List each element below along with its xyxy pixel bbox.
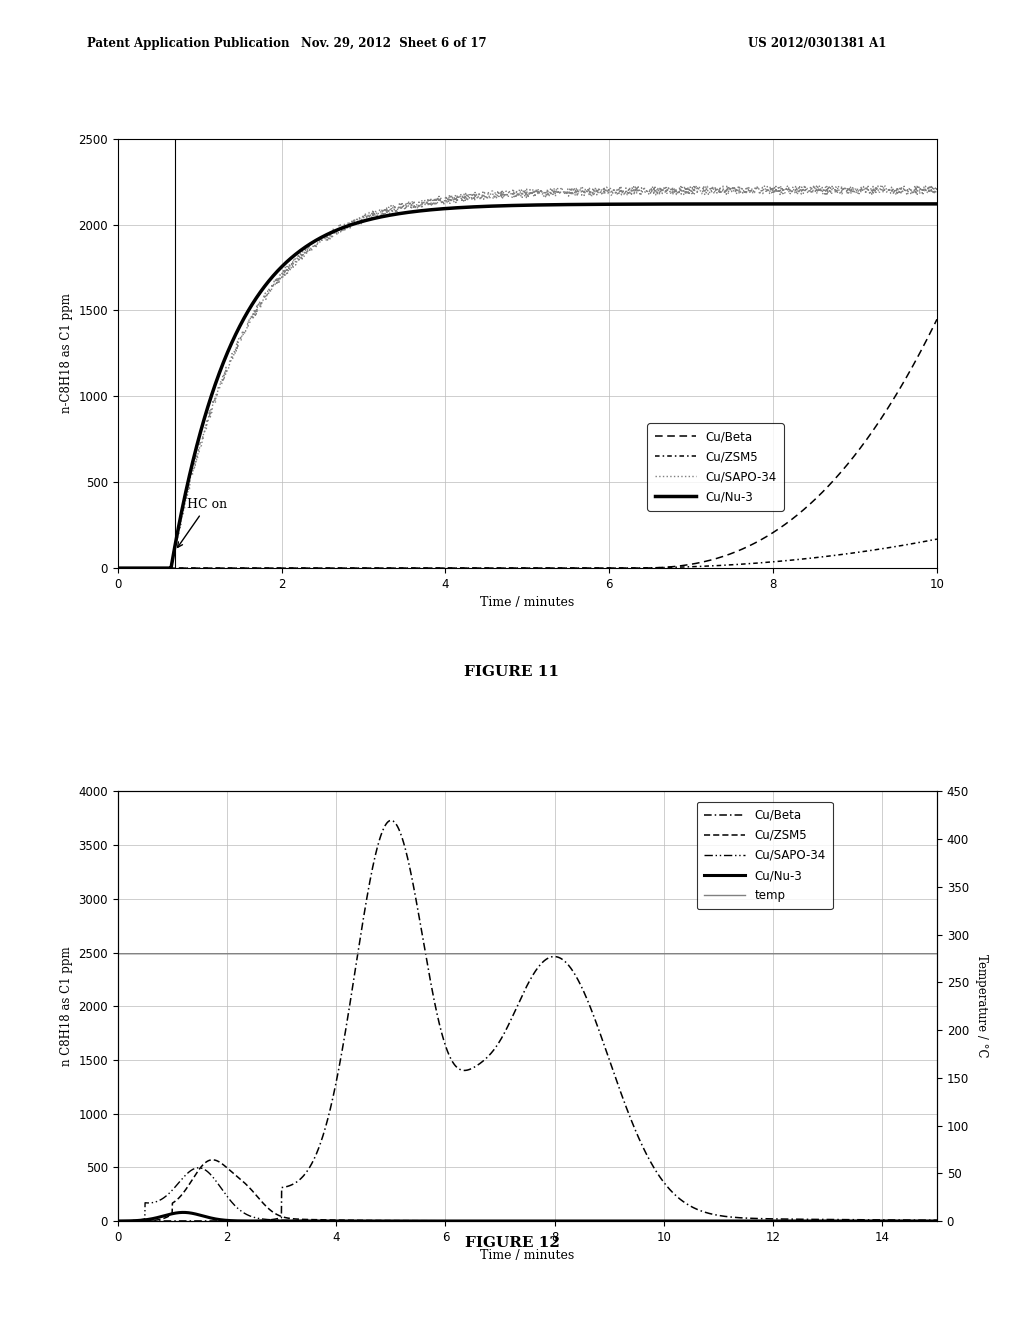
Cu/ZSM5: [462, 1213, 474, 1229]
Cu/Nu-3: [112, 560, 124, 576]
Cu/SAPO-34: [193, 1160, 205, 1176]
Cu/Beta: [112, 1213, 124, 1229]
Cu/SAPO-34: [112, 1213, 124, 1229]
Text: FIGURE 11: FIGURE 11: [465, 665, 559, 678]
Cu/Nu-3: [488, 198, 501, 214]
Cu/Nu-3: [931, 1213, 943, 1229]
Cu/Nu-3: [462, 1213, 474, 1229]
Cu/Beta: [112, 560, 124, 576]
temp: [426, 946, 438, 962]
Cu/SAPO-34: [907, 183, 920, 199]
Line: Cu/Beta: Cu/Beta: [118, 821, 937, 1221]
Cu/Nu-3: [205, 1210, 217, 1226]
Text: FIGURE 12: FIGURE 12: [465, 1237, 559, 1250]
Cu/SAPO-34: [915, 1213, 928, 1229]
Text: Patent Application Publication: Patent Application Publication: [87, 37, 290, 50]
Cu/Nu-3: [826, 1213, 839, 1229]
X-axis label: Time / minutes: Time / minutes: [480, 1249, 574, 1262]
Cu/SAPO-34: [205, 1168, 217, 1184]
Cu/Beta: [907, 358, 920, 374]
Cu/Beta: [254, 1213, 266, 1229]
temp: [931, 946, 943, 962]
Legend: Cu/Beta, Cu/ZSM5, Cu/SAPO-34, Cu/Nu-3, temp: Cu/Beta, Cu/ZSM5, Cu/SAPO-34, Cu/Nu-3, t…: [696, 801, 833, 909]
Cu/SAPO-34: [757, 186, 769, 202]
Line: Cu/Nu-3: Cu/Nu-3: [118, 203, 937, 568]
Cu/Nu-3: [112, 1213, 124, 1229]
temp: [461, 946, 473, 962]
Cu/Beta: [154, 560, 166, 576]
Cu/ZSM5: [154, 560, 166, 576]
Text: US 2012/0301381 A1: US 2012/0301381 A1: [748, 37, 886, 50]
Cu/ZSM5: [426, 1213, 438, 1229]
Cu/Beta: [757, 531, 769, 546]
temp: [254, 946, 266, 962]
Cu/Beta: [205, 1213, 217, 1229]
temp: [112, 946, 124, 962]
Cu/Beta: [931, 1212, 943, 1228]
Cu/SAPO-34: [112, 560, 124, 576]
Cu/Nu-3: [915, 1213, 928, 1229]
Cu/Beta: [462, 1063, 474, 1078]
Cu/Nu-3: [254, 1213, 266, 1229]
Cu/ZSM5: [826, 1213, 839, 1229]
Y-axis label: n-C8H18 as C1 ppm: n-C8H18 as C1 ppm: [59, 293, 73, 413]
Cu/Beta: [826, 1212, 839, 1228]
Legend: Cu/Beta, Cu/ZSM5, Cu/SAPO-34, Cu/Nu-3: Cu/Beta, Cu/ZSM5, Cu/SAPO-34, Cu/Nu-3: [647, 424, 783, 511]
Line: Cu/ZSM5: Cu/ZSM5: [118, 539, 937, 568]
Cu/SAPO-34: [154, 560, 166, 576]
Cu/ZSM5: [510, 560, 522, 576]
Line: Cu/ZSM5: Cu/ZSM5: [118, 1160, 937, 1221]
Cu/ZSM5: [907, 536, 920, 552]
Cu/Nu-3: [907, 195, 920, 211]
Cu/Beta: [385, 813, 397, 829]
Cu/Beta: [488, 560, 501, 576]
Cu/SAPO-34: [254, 1210, 266, 1226]
Y-axis label: n C8H18 as C1 ppm: n C8H18 as C1 ppm: [59, 946, 73, 1067]
Cu/SAPO-34: [510, 189, 522, 205]
Cu/Beta: [906, 358, 919, 374]
Cu/ZSM5: [906, 536, 919, 552]
Cu/SAPO-34: [426, 1213, 438, 1229]
Cu/SAPO-34: [931, 182, 943, 198]
Cu/SAPO-34: [488, 186, 501, 202]
temp: [826, 946, 839, 962]
Text: Nov. 29, 2012  Sheet 6 of 17: Nov. 29, 2012 Sheet 6 of 17: [301, 37, 487, 50]
Text: HC on: HC on: [177, 498, 227, 548]
Cu/SAPO-34: [826, 1213, 839, 1229]
X-axis label: Time / minutes: Time / minutes: [480, 597, 574, 610]
Cu/Nu-3: [510, 198, 522, 214]
Cu/SAPO-34: [931, 1213, 943, 1229]
Cu/SAPO-34: [871, 178, 884, 194]
Cu/Beta: [915, 1212, 928, 1228]
temp: [914, 946, 927, 962]
Cu/ZSM5: [205, 1152, 217, 1168]
Cu/Nu-3: [915, 1213, 928, 1229]
Cu/ZSM5: [112, 560, 124, 576]
Cu/Beta: [510, 560, 522, 576]
Cu/Nu-3: [931, 195, 943, 211]
Cu/Nu-3: [154, 560, 166, 576]
Line: Cu/SAPO-34: Cu/SAPO-34: [118, 186, 937, 568]
Line: Cu/Nu-3: Cu/Nu-3: [118, 1212, 937, 1221]
Line: Cu/Beta: Cu/Beta: [118, 319, 937, 568]
Cu/ZSM5: [207, 1152, 219, 1168]
Cu/ZSM5: [254, 1192, 266, 1208]
Cu/SAPO-34: [907, 182, 920, 198]
Cu/ZSM5: [931, 531, 943, 546]
Cu/ZSM5: [112, 1213, 124, 1229]
Line: Cu/SAPO-34: Cu/SAPO-34: [118, 1168, 937, 1221]
Cu/ZSM5: [931, 1213, 943, 1229]
Cu/Nu-3: [757, 195, 769, 211]
Cu/Nu-3: [906, 195, 919, 211]
temp: [205, 946, 217, 962]
Cu/Beta: [931, 312, 943, 327]
Cu/ZSM5: [915, 1213, 928, 1229]
Cu/Nu-3: [426, 1213, 438, 1229]
Y-axis label: Temperature / °C: Temperature / °C: [976, 954, 988, 1059]
Cu/Beta: [426, 982, 438, 998]
Cu/ZSM5: [488, 560, 501, 576]
Cu/SAPO-34: [462, 1213, 474, 1229]
Cu/Nu-3: [177, 1204, 189, 1220]
Cu/ZSM5: [757, 554, 769, 570]
